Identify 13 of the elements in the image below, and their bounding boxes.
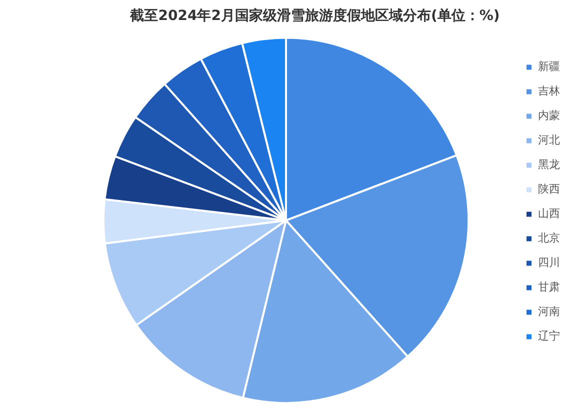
legend-label: 河北 [538, 134, 560, 147]
legend-label: 甘肃 [538, 280, 560, 294]
legend-label: 河南 [538, 305, 560, 318]
legend-label: 陕西 [538, 182, 560, 196]
legend-label: 内蒙 [538, 109, 560, 122]
legend-label: 吉林 [538, 84, 560, 98]
legend-label: 辽宁 [538, 330, 560, 343]
legend-label: 黑龙 [538, 158, 560, 172]
legend-label: 山西 [538, 207, 560, 220]
legend-label: 四川 [538, 256, 560, 270]
legend-label: 北京 [538, 232, 560, 245]
legend-label: 新疆 [538, 60, 560, 74]
chart-title: 截至2024年2月国家级滑雪旅游度假地区域分布(单位：%) [129, 7, 500, 24]
